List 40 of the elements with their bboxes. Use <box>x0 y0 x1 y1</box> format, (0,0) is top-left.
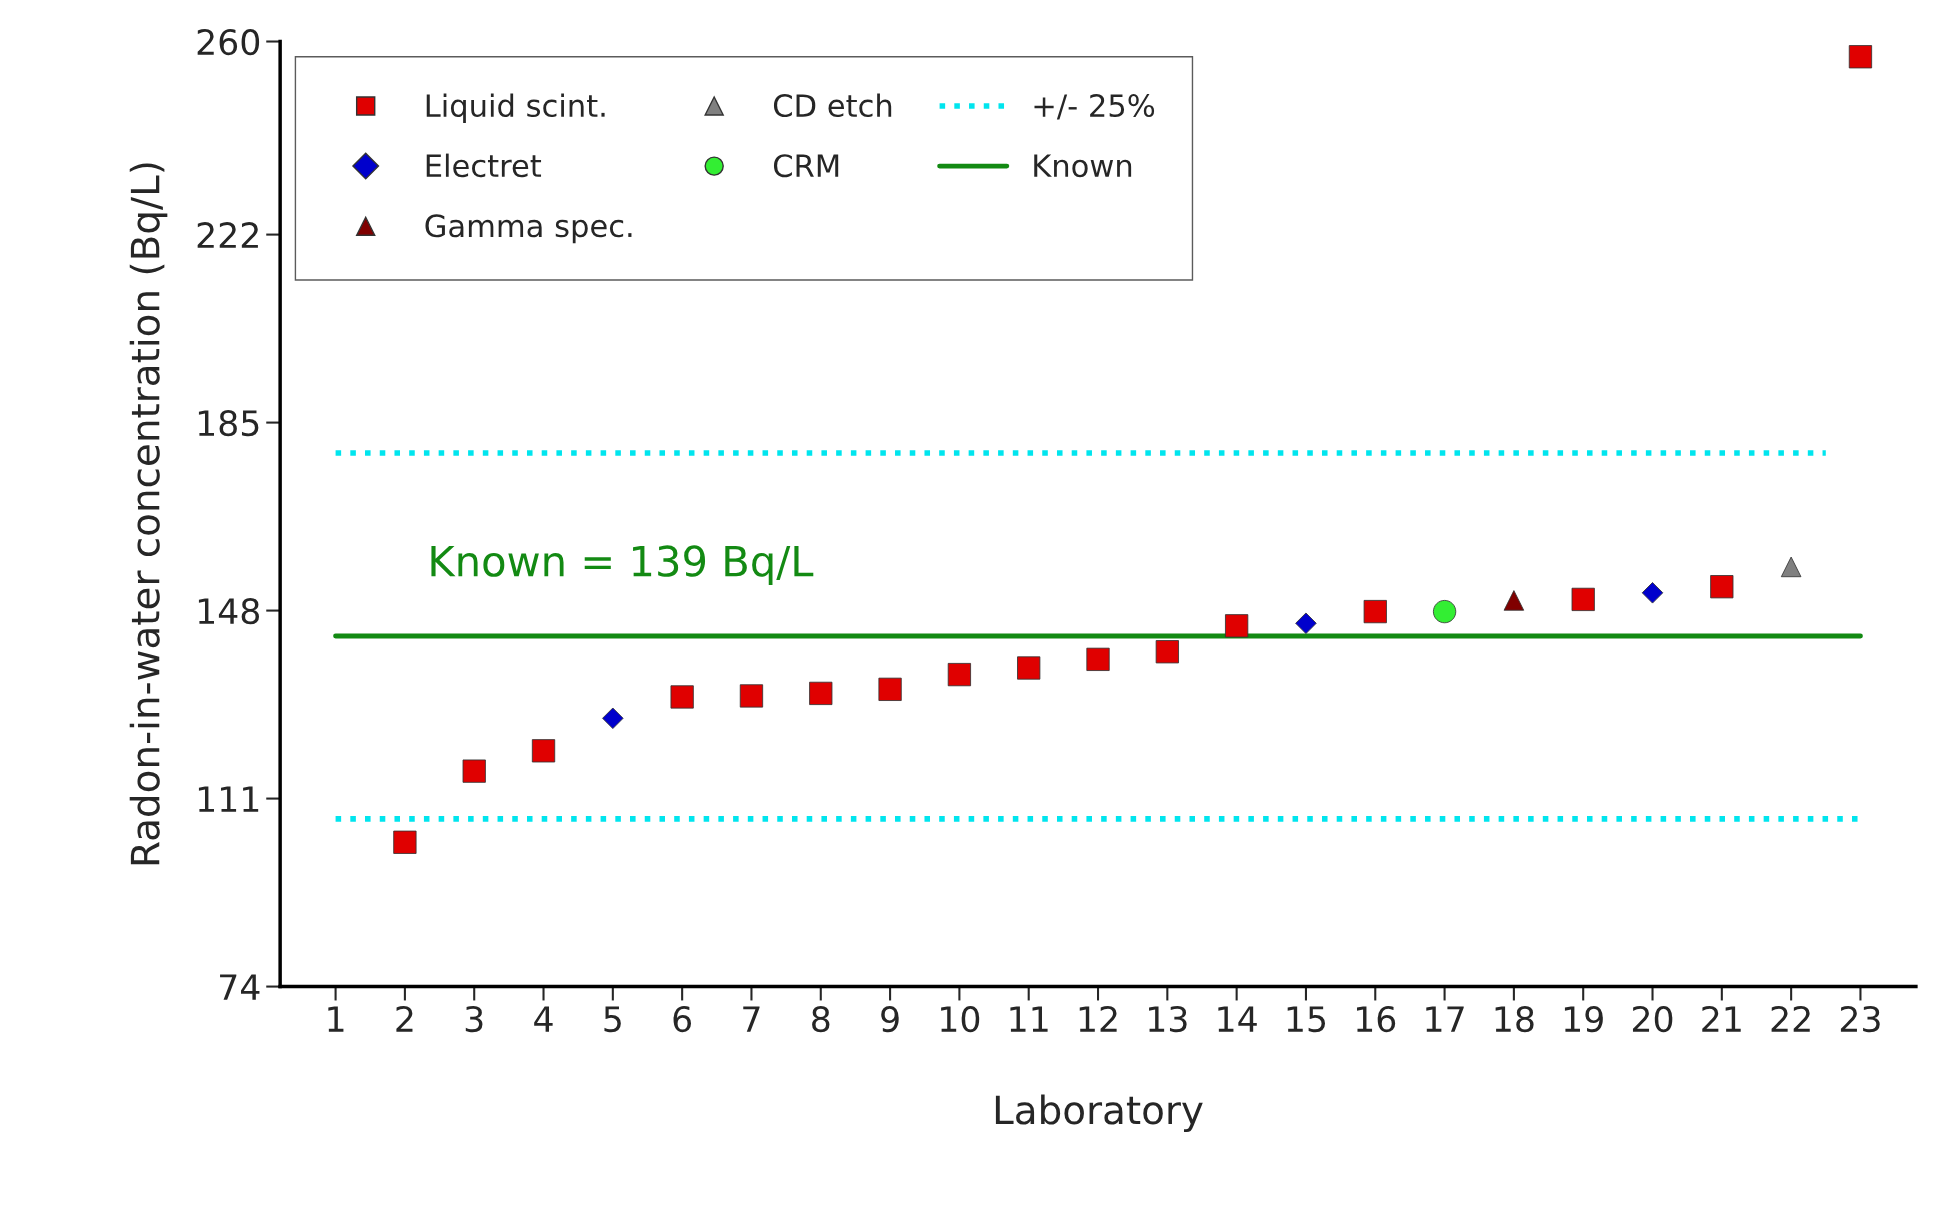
y-tick-label: 222 <box>197 222 258 248</box>
legend-label: CRM <box>773 154 839 178</box>
legend-label: Electret <box>426 153 542 178</box>
x-tick-label: 10 <box>941 1005 980 1033</box>
legend-label: Known <box>1034 154 1132 178</box>
legend-label: CD etch <box>773 93 892 118</box>
x-tick-label: 21 <box>1702 1005 1741 1032</box>
y-tick-label: 111 <box>198 786 259 812</box>
x-tick-label: 18 <box>1495 1005 1534 1033</box>
y-tick-label: 185 <box>198 410 259 437</box>
x-tick-label: 7 <box>743 1006 760 1032</box>
y-tick-label: 74 <box>220 974 260 1000</box>
x-tick-label: 14 <box>1218 1006 1257 1032</box>
x-tick-label: 15 <box>1287 1006 1326 1033</box>
legend-label: +/- 25% <box>1034 94 1155 120</box>
x-tick-label: 12 <box>1079 1005 1117 1032</box>
legend-label: Gamma spec. <box>425 214 632 244</box>
x-tick-label: 16 <box>1356 1005 1396 1033</box>
x-tick-label: 19 <box>1564 1005 1603 1033</box>
point <box>1432 599 1457 624</box>
x-axis-title: Laboratory <box>995 1094 1203 1133</box>
annotation: Known = 139 Bq/L <box>431 545 814 585</box>
y-axis-title: Radon-in-water concentration (Bq/L) <box>129 163 168 865</box>
y-tick-label: 148 <box>198 598 260 625</box>
x-tick-label: 9 <box>881 1005 899 1033</box>
x-tick-label: 13 <box>1149 1005 1187 1033</box>
x-tick-label: 6 <box>673 1005 692 1033</box>
x-tick-label: 22 <box>1771 1005 1810 1032</box>
y-tick-label: 260 <box>197 28 260 56</box>
x-tick-label: 5 <box>604 1006 621 1033</box>
x-tick-label: 23 <box>1840 1005 1880 1033</box>
x-tick-label: 17 <box>1426 1006 1464 1032</box>
x-tick-label: 1 <box>328 1006 344 1032</box>
x-tick-label: 2 <box>396 1005 413 1032</box>
x-tick-label: 8 <box>812 1005 830 1033</box>
x-tick-label: 3 <box>465 1005 483 1033</box>
legend-label: Liquid scint. <box>426 93 605 124</box>
x-tick-label: 11 <box>1010 1006 1048 1032</box>
x-tick-label: 4 <box>534 1006 553 1032</box>
x-tick-label: 20 <box>1632 1005 1673 1033</box>
